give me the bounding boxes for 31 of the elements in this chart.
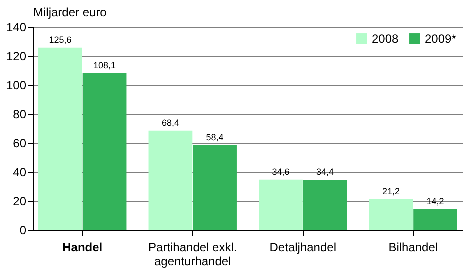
data-label: 108,1	[94, 60, 116, 70]
bar	[303, 180, 348, 230]
bar	[193, 145, 237, 230]
x-tick-label: Handel	[62, 240, 103, 254]
legend-label: 2009*	[425, 32, 457, 46]
bar	[38, 48, 82, 230]
y-tick-label: 100	[6, 78, 27, 92]
x-tick-label: Detaljhandel	[270, 240, 336, 254]
x-tick-label: Partihandel exkl. agenturhandel	[148, 240, 238, 268]
bar	[259, 180, 303, 230]
y-tick-label: 40	[13, 166, 27, 180]
y-tick-label: 0	[20, 224, 27, 238]
y-tick-label: 80	[13, 108, 27, 122]
legend-label: 2008	[372, 32, 400, 46]
y-tick-label: 20	[13, 194, 27, 208]
y-tick-label: 140	[6, 20, 27, 34]
data-label: 125,6	[49, 34, 72, 45]
data-label: 58,4	[206, 132, 224, 142]
data-label: 21,2	[382, 186, 400, 196]
data-label: 68,4	[162, 118, 180, 128]
data-label: 14,2	[426, 196, 444, 206]
x-tick-label: Bilhandel	[388, 240, 438, 254]
bar	[414, 209, 458, 230]
y-axis-title: Miljarder euro	[34, 6, 108, 20]
bar	[369, 199, 414, 230]
data-label: 34,6	[272, 166, 290, 177]
bar	[82, 73, 127, 230]
y-tick-label: 60	[13, 136, 27, 150]
y-tick-label: 120	[6, 50, 27, 64]
bar	[148, 130, 193, 230]
data-label: 34,4	[316, 167, 334, 178]
